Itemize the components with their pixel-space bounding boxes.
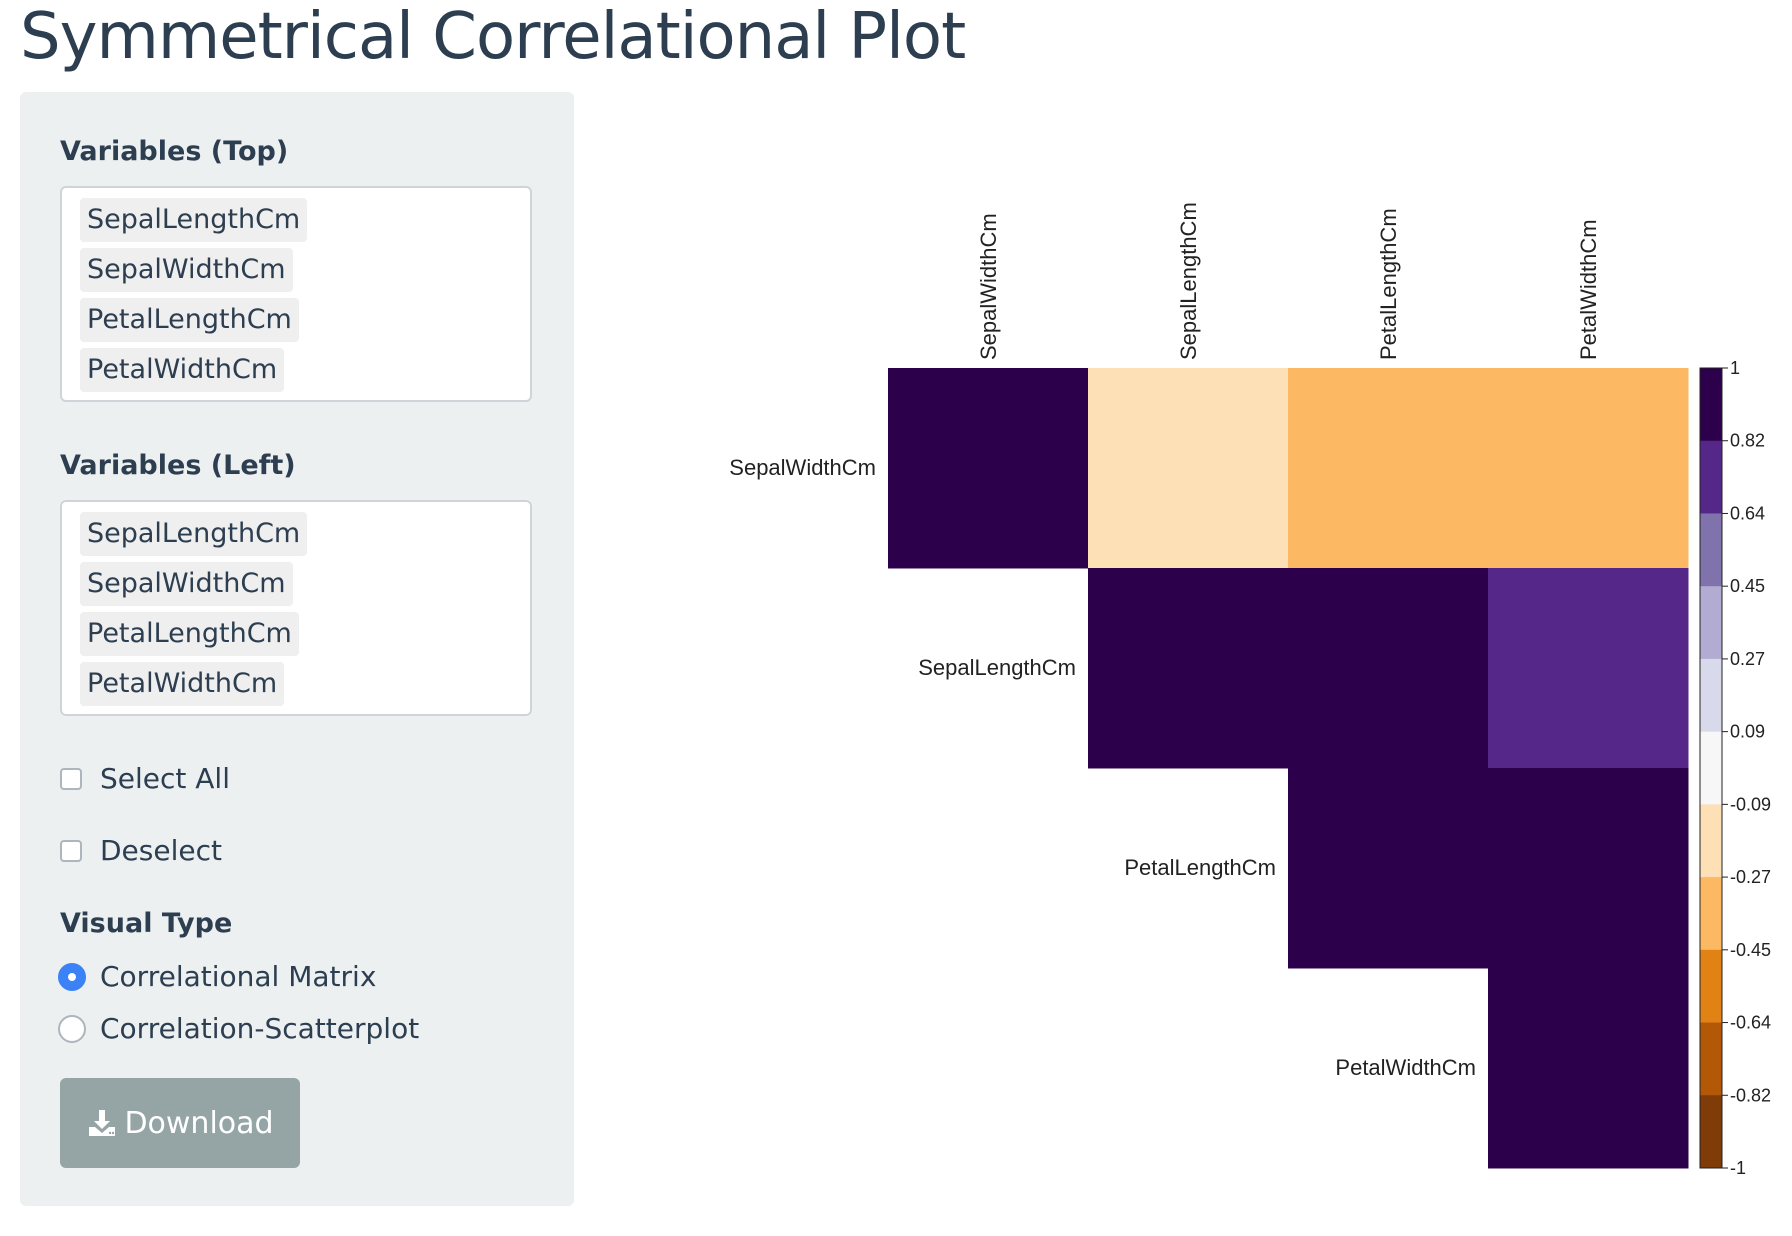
heatmap-cell [1488,368,1689,569]
legend-color-bin [1700,586,1722,660]
selected-variable-tag[interactable]: PetalLengthCm [80,612,299,656]
legend-color-bin [1700,804,1722,878]
radio-unselected-icon[interactable] [58,1014,86,1043]
visual-option-label: Correlational Matrix [100,960,377,993]
left-variables-input[interactable]: SepalLengthCm SepalWidthCm PetalLengthCm… [60,500,532,716]
legend-frame [1699,367,1723,1169]
heatmap-cell [1088,368,1289,569]
legend-tick-label: 0.27 [1730,649,1765,669]
row-label: SepalLengthCm [918,655,1076,680]
heatmap-cell [1488,768,1689,969]
row-label: PetalLengthCm [1124,855,1276,880]
deselect-label: Deselect [100,834,222,867]
heatmap-cell [1288,368,1489,569]
legend-tick-label: -0.45 [1730,940,1771,960]
column-label: PetalLengthCm [1376,208,1401,360]
selected-variable-tag[interactable]: SepalWidthCm [80,562,293,606]
page-title: Symmetrical Correlational Plot [20,0,966,74]
deselect-option[interactable]: Deselect [60,834,222,867]
legend-tick-label: 0.09 [1730,722,1765,742]
legend-color-bin [1700,731,1722,805]
legend-tick-label: 0.64 [1730,503,1765,523]
column-label: SepalWidthCm [976,213,1001,360]
legend-tick-label: 0.82 [1730,431,1765,451]
legend-color-bin [1700,1022,1722,1096]
heatmap-cell [1088,568,1289,769]
legend-color-bin [1700,513,1722,587]
legend-color-bin [1700,368,1722,442]
download-icon [89,1110,116,1136]
heatmap-cell [888,368,1089,569]
legend-color-bin [1700,949,1722,1024]
left-variables-label: Variables (Left) [60,450,296,481]
legend-color-bin [1700,440,1722,514]
visual-option-label: Correlation-Scatterplot [100,1012,420,1045]
legend-tick-label: -1 [1730,1158,1746,1178]
heatmap-cell [1288,568,1489,769]
selected-variable-tag[interactable]: SepalLengthCm [80,198,308,242]
visual-type-label: Visual Type [60,908,233,939]
legend-tick-label: -0.64 [1730,1013,1771,1033]
legend-tick-label: -0.82 [1730,1085,1771,1105]
legend-color-bin [1700,1095,1722,1169]
select-all-label: Select All [100,762,230,795]
top-variables-input[interactable]: SepalLengthCm SepalWidthCm PetalLengthCm… [60,186,532,402]
selected-variable-tag[interactable]: PetalWidthCm [80,662,285,706]
download-label: Download [124,1105,274,1141]
legend-tick-label: -0.27 [1730,867,1771,887]
column-label: SepalLengthCm [1176,202,1201,360]
visual-option-scatterplot[interactable]: Correlation-Scatterplot [58,1012,419,1045]
row-label: PetalWidthCm [1335,1055,1476,1080]
top-variables-label: Variables (Top) [60,136,289,167]
legend-tick-label: 1 [1730,358,1740,378]
row-label: SepalWidthCm [729,455,876,480]
deselect-checkbox[interactable] [60,839,82,862]
visual-option-matrix[interactable]: Correlational Matrix [58,960,376,993]
selected-variable-tag[interactable]: SepalLengthCm [80,512,308,556]
selected-variable-tag[interactable]: PetalLengthCm [80,298,299,342]
legend-tick-label: -0.09 [1730,794,1771,814]
select-all-option[interactable]: Select All [60,762,230,795]
download-button[interactable]: Download [60,1078,300,1168]
column-label: PetalWidthCm [1576,219,1601,360]
legend-color-bin [1700,877,1722,951]
selected-variable-tag[interactable]: SepalWidthCm [80,248,293,292]
heatmap-cell [1488,968,1689,1169]
heatmap-cell [1488,568,1689,769]
select-all-checkbox[interactable] [60,767,82,790]
radio-selected-icon[interactable] [58,962,86,991]
legend-color-bin [1700,658,1722,733]
selected-variable-tag[interactable]: PetalWidthCm [80,348,285,392]
legend-tick-label: 0.45 [1730,576,1765,596]
heatmap-cell [1288,768,1489,969]
